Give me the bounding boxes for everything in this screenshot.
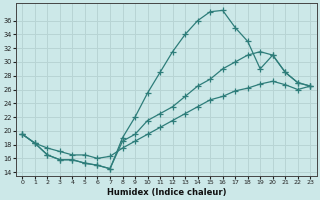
X-axis label: Humidex (Indice chaleur): Humidex (Indice chaleur) xyxy=(107,188,226,197)
